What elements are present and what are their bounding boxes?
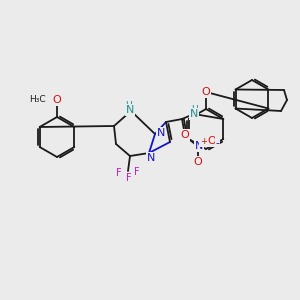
Text: O: O	[202, 87, 210, 97]
Text: N: N	[147, 153, 155, 163]
Text: F: F	[126, 173, 132, 183]
Text: O: O	[193, 157, 202, 167]
Text: N: N	[194, 141, 203, 151]
Text: H: H	[192, 104, 198, 113]
Text: O: O	[207, 136, 216, 146]
Text: H: H	[126, 100, 132, 109]
Text: H₃C: H₃C	[29, 95, 46, 104]
Text: O: O	[181, 130, 189, 140]
Text: +: +	[200, 137, 207, 146]
Text: N: N	[190, 109, 198, 119]
Text: N: N	[157, 128, 165, 138]
Text: F: F	[134, 167, 140, 177]
Text: F: F	[116, 168, 122, 178]
Text: -: -	[216, 138, 220, 148]
Text: N: N	[126, 105, 134, 115]
Text: O: O	[52, 95, 62, 105]
